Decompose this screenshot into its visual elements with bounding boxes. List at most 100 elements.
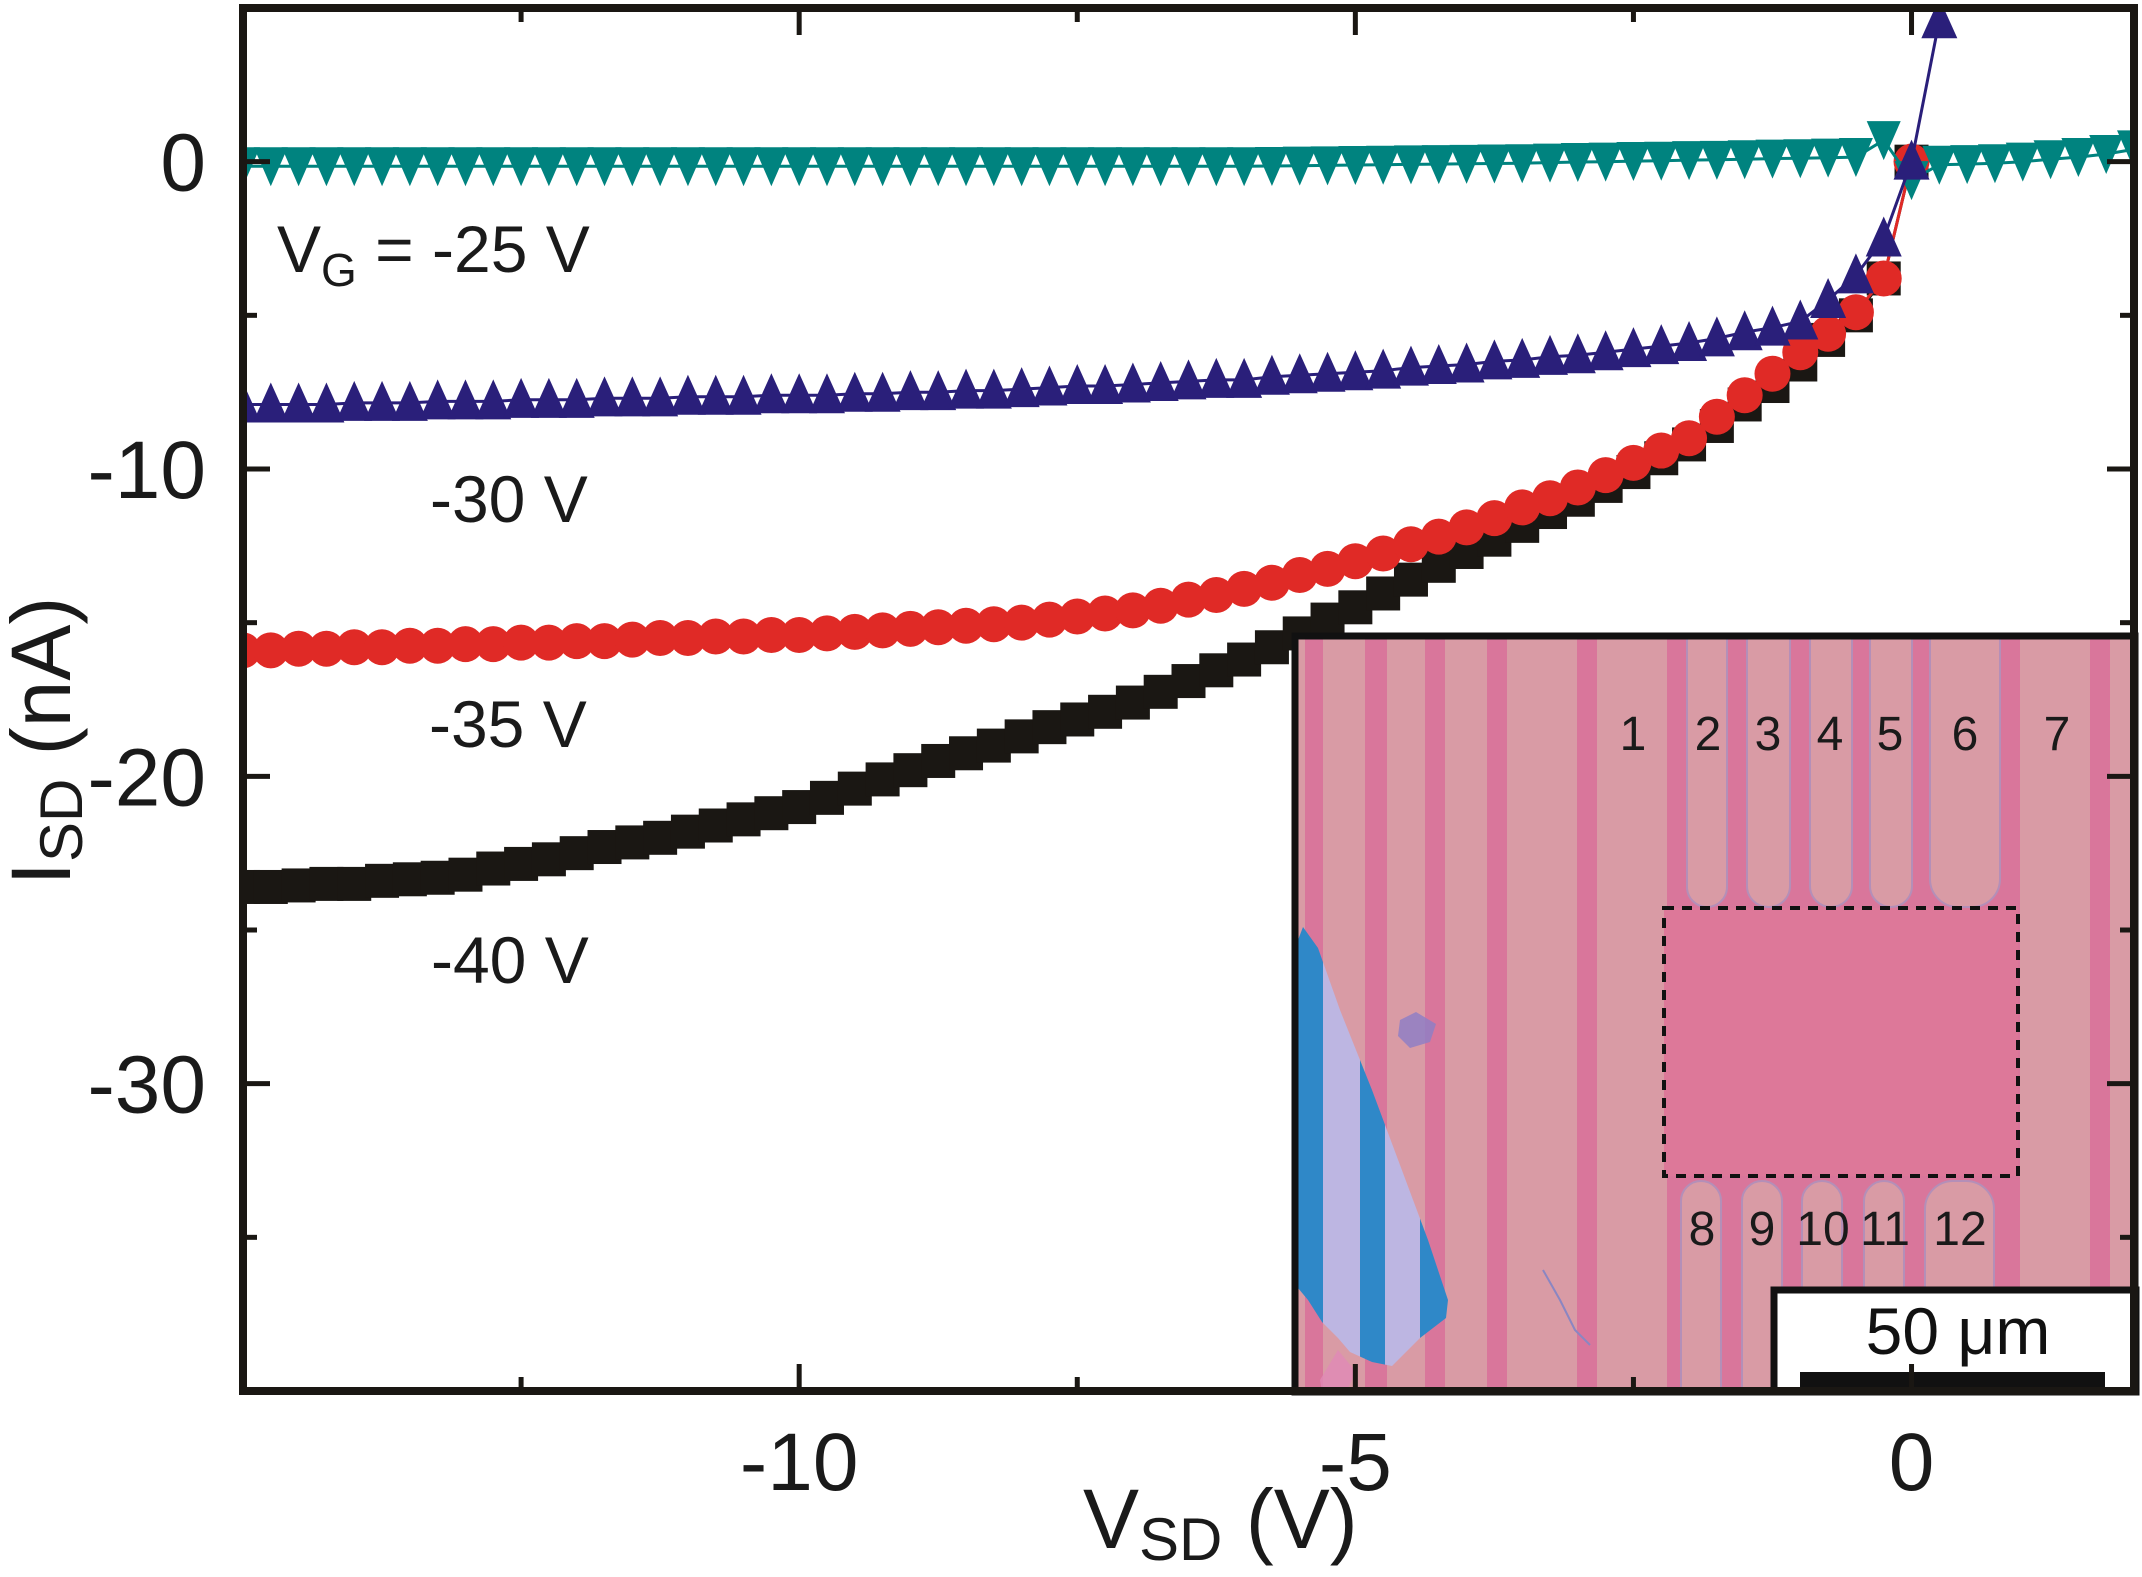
data-point-triangle-up xyxy=(864,371,901,412)
x-axis-title-rest: (V) xyxy=(1222,1472,1357,1566)
electrode-7 xyxy=(2020,637,2090,1391)
series-triangle-down xyxy=(243,121,2134,201)
data-point-circle xyxy=(781,616,818,653)
data-point-triangle-down xyxy=(420,147,455,187)
y-tick-label: -10 xyxy=(87,425,206,516)
electrode-label-1: 1 xyxy=(1620,708,1647,761)
data-point-circle xyxy=(1504,489,1541,526)
data-point-triangle-down xyxy=(809,147,844,187)
electrode-label-9: 9 xyxy=(1749,1203,1776,1256)
data-point-triangle-up xyxy=(1226,357,1263,398)
data-point-triangle-up xyxy=(1837,253,1874,294)
data-point-triangle-down xyxy=(1338,146,1373,186)
flake-stripe-blue xyxy=(1298,927,1323,1366)
scale-bar xyxy=(1800,1372,2105,1389)
data-point-circle xyxy=(642,620,679,657)
data-point-triangle-down xyxy=(1449,144,1484,184)
data-point-circle xyxy=(753,616,790,653)
data-point-triangle-up xyxy=(1309,351,1346,392)
data-point-triangle-down xyxy=(698,147,733,187)
data-point-circle xyxy=(391,627,428,664)
data-point-circle xyxy=(1087,595,1124,632)
data-point-triangle-up xyxy=(252,382,289,423)
data-point-triangle-up xyxy=(308,382,345,423)
data-point-triangle-up xyxy=(1587,330,1624,371)
data-point-circle xyxy=(1031,601,1068,638)
data-point-triangle-up xyxy=(1003,367,1040,408)
series-triangle-up xyxy=(243,8,1958,423)
data-point-circle xyxy=(1532,480,1569,517)
data-point-triangle-up xyxy=(475,379,512,420)
data-point-circle xyxy=(1643,432,1680,469)
data-point-triangle-down xyxy=(1032,147,1067,187)
data-point-triangle-down xyxy=(1227,147,1262,187)
data-point-triangle-up xyxy=(1448,342,1485,383)
data-point-triangle-up xyxy=(642,376,679,417)
data-point-triangle-down xyxy=(1004,147,1039,187)
scale-bar-label: 50 μm xyxy=(1866,1294,2051,1368)
data-point-triangle-up xyxy=(1921,8,1958,39)
data-point-triangle-down xyxy=(1672,141,1707,181)
data-point-circle xyxy=(1420,518,1457,555)
data-point-triangle-down xyxy=(476,147,511,187)
data-point-triangle-down xyxy=(615,147,650,187)
data-point-triangle-down xyxy=(531,147,566,187)
data-point-triangle-up xyxy=(1392,345,1429,386)
data-point-triangle-up xyxy=(1365,348,1402,389)
scale-bar-box: 50 μm xyxy=(1770,1286,2140,1396)
data-point-triangle-down xyxy=(281,147,316,187)
data-point-triangle-down xyxy=(587,147,622,187)
data-point-circle xyxy=(808,615,845,652)
data-point-triangle-down xyxy=(754,147,789,187)
data-point-triangle-down xyxy=(1644,141,1679,181)
data-point-triangle-up xyxy=(1698,316,1735,357)
data-point-triangle-down xyxy=(504,147,539,187)
data-point-triangle-down xyxy=(1616,142,1651,182)
series-circle xyxy=(243,143,1930,669)
data-point-circle xyxy=(1170,581,1207,618)
data-point-triangle-down xyxy=(1699,140,1734,180)
data-point-circle xyxy=(1226,570,1263,607)
curve-label-vg-main: V xyxy=(277,212,321,286)
data-point-circle xyxy=(836,613,873,650)
inset-micrograph: 1 2 3 4 5 6 7 8 9 10 11 12 50 μm xyxy=(1291,632,2140,1396)
data-point-circle xyxy=(364,629,401,666)
data-point-triangle-down xyxy=(309,147,344,187)
data-point-circle xyxy=(1698,398,1735,435)
data-point-triangle-up xyxy=(614,376,651,417)
electrode-gap xyxy=(2090,637,2110,1391)
data-point-triangle-up xyxy=(1059,364,1096,405)
data-point-triangle-down xyxy=(921,147,956,187)
electrode-finger-5 xyxy=(1869,637,1913,908)
electrode-label-10: 10 xyxy=(1796,1203,1849,1256)
data-point-circle xyxy=(1448,509,1485,546)
data-point-triangle-up xyxy=(975,368,1012,409)
data-point-triangle-up xyxy=(1142,360,1179,401)
data-point-triangle-up xyxy=(391,380,428,421)
data-point-triangle-down xyxy=(1950,145,1985,185)
data-point-triangle-down xyxy=(1282,146,1317,186)
electrode-label-11: 11 xyxy=(1860,1203,1910,1256)
data-point-triangle-down xyxy=(243,147,260,187)
data-point-triangle-up xyxy=(725,374,762,415)
data-point-triangle-up xyxy=(1754,305,1791,346)
data-point-triangle-down xyxy=(1060,147,1095,187)
data-point-triangle-down xyxy=(1088,147,1123,187)
data-point-triangle-up xyxy=(1615,327,1652,368)
data-point-triangle-down xyxy=(865,147,900,187)
x-axis-title: VSD (V) xyxy=(1083,1472,1358,1573)
data-point-circle xyxy=(419,627,456,664)
electrode-gap xyxy=(1577,637,1597,1391)
y-tick-label: 0 xyxy=(160,118,206,209)
data-point-triangle-up xyxy=(1893,139,1930,180)
data-point-triangle-up xyxy=(558,377,595,418)
data-point-triangle-up xyxy=(586,376,623,417)
curve-label-vg-25: VG = -25 V xyxy=(277,212,590,296)
data-point-circle xyxy=(920,609,957,646)
top-electrode-fingers xyxy=(1686,637,2001,908)
data-point-circle xyxy=(948,607,985,644)
data-point-circle xyxy=(1782,334,1819,371)
data-point-circle xyxy=(1337,543,1374,580)
data-point-triangle-up xyxy=(280,382,317,423)
